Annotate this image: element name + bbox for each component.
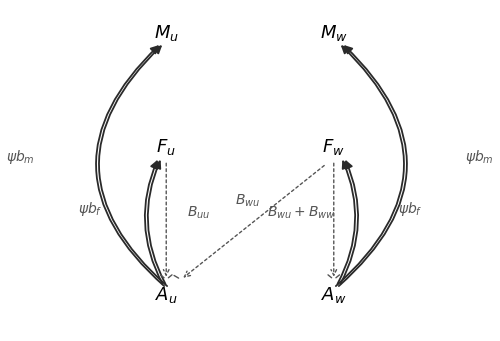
FancyArrowPatch shape <box>339 46 407 286</box>
Text: $B_{wu}$: $B_{wu}$ <box>235 192 260 209</box>
Text: $\psi b_m$: $\psi b_m$ <box>464 148 494 166</box>
FancyArrowPatch shape <box>336 46 404 286</box>
Text: $M_u$: $M_u$ <box>154 23 178 43</box>
FancyArrowPatch shape <box>145 162 162 284</box>
Text: $B_{uu}$: $B_{uu}$ <box>186 204 210 221</box>
Text: $M_w$: $M_w$ <box>320 23 347 43</box>
Text: $\psi b_f$: $\psi b_f$ <box>78 200 102 218</box>
Text: $A_u$: $A_u$ <box>155 285 178 305</box>
Text: $B_{wu}+B_{ww}$: $B_{wu}+B_{ww}$ <box>268 204 336 221</box>
FancyArrowPatch shape <box>338 162 355 284</box>
FancyArrowPatch shape <box>99 46 167 286</box>
Text: $F_u$: $F_u$ <box>156 137 176 157</box>
FancyArrowPatch shape <box>340 162 358 284</box>
Text: $F_w$: $F_w$ <box>322 137 345 157</box>
Text: $A_w$: $A_w$ <box>321 285 346 305</box>
Text: $\psi b_f$: $\psi b_f$ <box>398 200 422 218</box>
FancyArrowPatch shape <box>148 162 166 284</box>
Text: $\psi b_m$: $\psi b_m$ <box>6 148 36 166</box>
FancyArrowPatch shape <box>96 46 164 286</box>
